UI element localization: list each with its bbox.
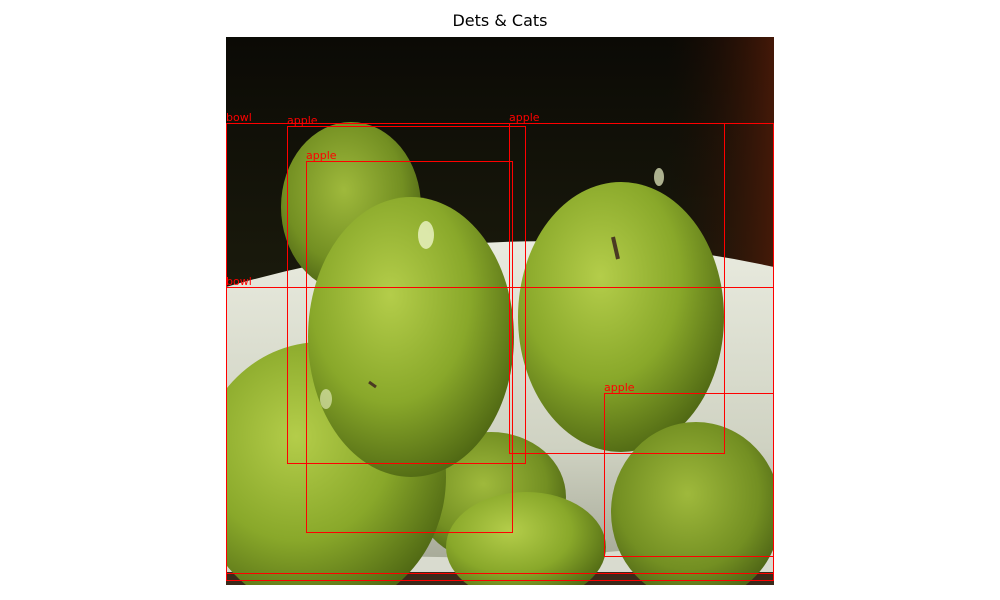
figure-title: Dets & Cats: [452, 11, 548, 30]
apples-photo: [226, 37, 774, 585]
apples-photo-drawing: [226, 37, 774, 585]
